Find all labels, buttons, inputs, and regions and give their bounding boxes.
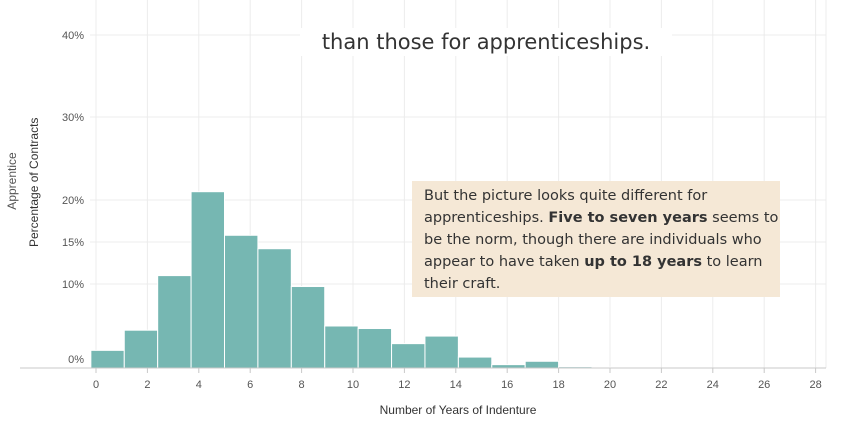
bar-4 [224, 234, 259, 369]
bar-12 [491, 364, 526, 369]
x-tick-label: 24 [707, 379, 719, 391]
x-tick-label: 2 [144, 379, 150, 391]
x-tick-label: 4 [196, 379, 202, 391]
bar-11 [457, 356, 493, 369]
x-tick-label: 28 [809, 379, 821, 391]
y-tick-label: 15% [62, 237, 84, 249]
y-tick-label: 0% [68, 354, 84, 366]
bar-2 [157, 275, 192, 369]
x-tick-label: 20 [604, 379, 616, 391]
bar-0 [90, 349, 125, 369]
x-tick-label: 8 [299, 379, 305, 391]
y-tick-label: 40% [62, 30, 84, 42]
x-tick-label: 10 [347, 379, 359, 391]
x-tick-label: 12 [398, 379, 410, 391]
bar-7 [324, 325, 359, 369]
note-text-3: to learn their craft. [424, 254, 763, 292]
bar-9 [391, 343, 426, 369]
x-axis-label: Number of Years of Indenture [380, 403, 537, 417]
axes [20, 367, 826, 373]
bar-13 [524, 360, 560, 369]
row-label: Apprentice [5, 152, 19, 210]
note-text-1: But the picture looks quite different fo… [424, 188, 708, 226]
x-tick-label: 18 [552, 379, 564, 391]
y-tick-label: 30% [62, 112, 84, 124]
x-tick-label: 16 [501, 379, 513, 391]
x-tick-label: 26 [758, 379, 770, 391]
note-bold-2: up to 18 years [584, 254, 702, 270]
x-tick-label: 6 [247, 379, 253, 391]
y-tick-label: 20% [62, 195, 84, 207]
x-tick-label: 0 [93, 379, 99, 391]
bar-1 [123, 329, 159, 369]
top-caption: than those for apprenticeships. [300, 28, 672, 56]
bars [90, 191, 626, 369]
annotation-note: But the picture looks quite different fo… [412, 181, 780, 297]
note-bold-1: Five to seven years [548, 210, 708, 226]
x-tick-label: 14 [450, 379, 462, 391]
bar-8 [357, 328, 393, 369]
note-text-2: seems to be the norm, though there are i… [424, 210, 779, 270]
x-tick-label: 22 [655, 379, 667, 391]
bar-10 [424, 335, 459, 369]
bar-5 [257, 248, 292, 369]
y-tick-label: 10% [62, 279, 84, 291]
bar-3 [190, 191, 225, 369]
y-axis-label: Percentage of Contracts [27, 117, 41, 247]
tick-labels: 0%10%15%20%30%40%0 2 4 6 8 10 12 14 16 18 20 22 24 26… [62, 30, 822, 391]
bar-6 [290, 286, 326, 369]
